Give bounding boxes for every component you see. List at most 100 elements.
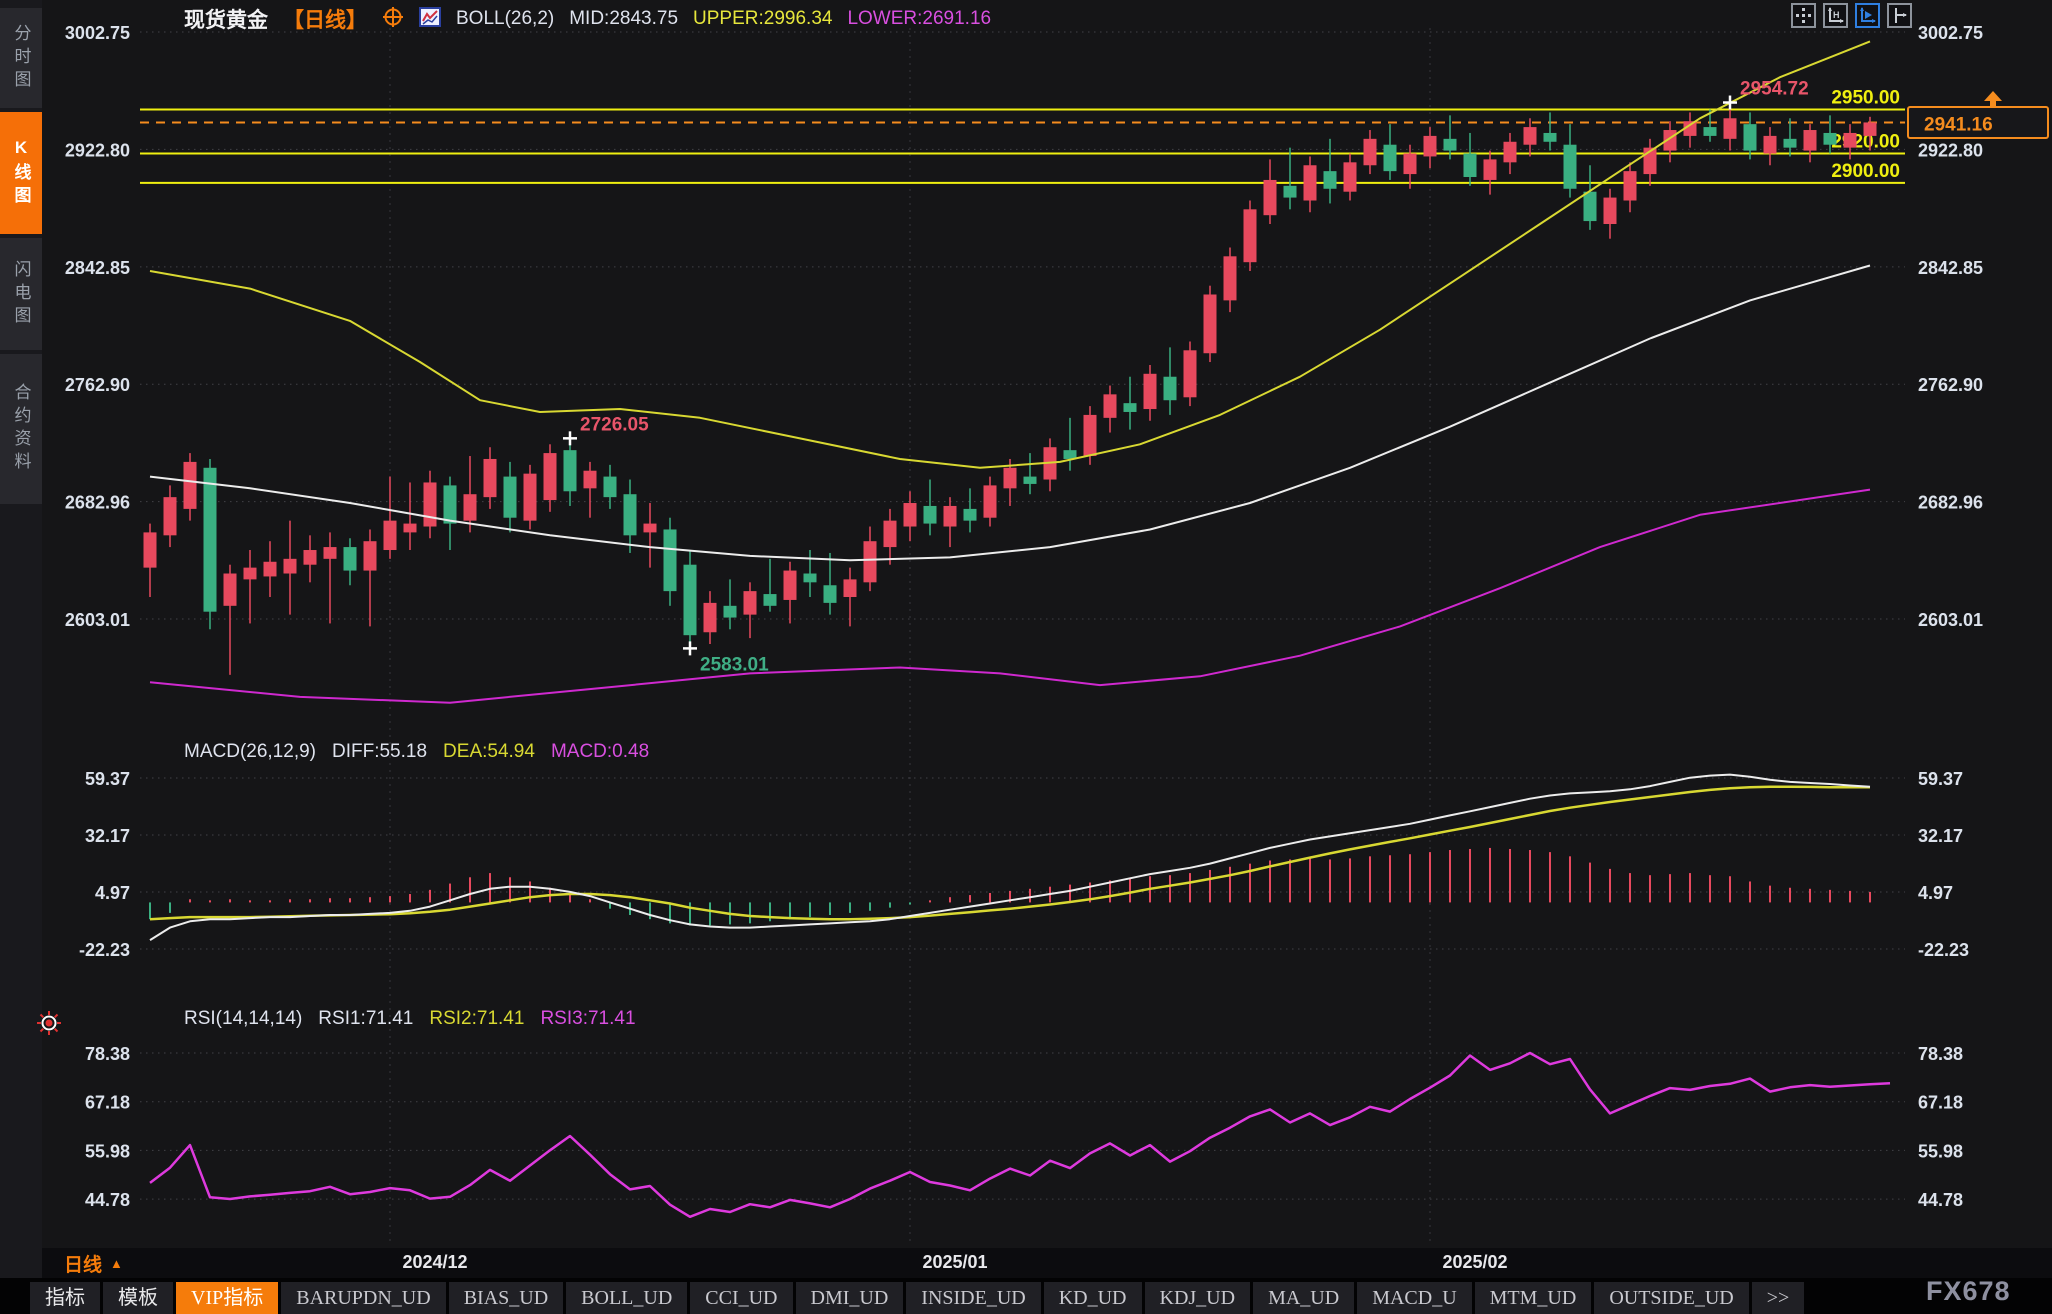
indicator-tab-bar: 指标 模板 VIP指标 BARUPDN_UD BIAS_UD BOLL_UD CCI_UD D… [0,1278,2052,1314]
date-axis-label: 2025/02 [1442,1252,1508,1272]
candles-layer [143,102,1877,675]
candle-body [1563,144,1577,189]
indicator-tab-4[interactable]: BIAS_UD [448,1282,564,1314]
axis-tick-label: 2603.01 [65,610,130,630]
sidebar-item-0[interactable]: 分时图 [0,8,42,108]
indicator-tab-1[interactable]: 模板 [103,1282,173,1314]
rsi1-value: RSI1:71.41 [318,1008,414,1029]
candle-body [1803,130,1817,151]
rsi2-value: RSI2:71.41 [429,1008,525,1029]
indicator-tab-6[interactable]: CCI_UD [690,1282,793,1314]
candle-body [503,476,517,518]
axis-shift-icon[interactable] [1887,3,1912,28]
candle-body [1123,403,1137,412]
candle-body [1743,124,1757,151]
candle-body [883,520,897,548]
candle-body [963,508,977,521]
candle-body [1243,209,1257,263]
axis-tick-label: 59.37 [1918,769,1963,789]
indicator-tab-10[interactable]: KDJ_UD [1144,1282,1251,1314]
indicator-tab-8[interactable]: INSIDE_UD [906,1282,1041,1314]
axis-tick-label: 32.17 [1918,826,1963,846]
date-axis-bar: 日线 ▲ 2024/12 2025/01 2025/02 [42,1248,2052,1278]
candle-body [1363,138,1377,166]
axis-tick-label: 4.97 [95,883,130,903]
candle-body [603,476,617,498]
indicator-tab-13[interactable]: MTM_UD [1474,1282,1592,1314]
date-axis-label: 2025/01 [922,1252,988,1272]
indicator-tab-2[interactable]: VIP指标 [176,1282,279,1314]
candle-body [1423,135,1437,157]
axis-tick-label: 2603.01 [1918,610,1983,630]
indicator-tab-15[interactable]: >> [1751,1282,1805,1314]
candle-body [1863,122,1877,136]
extreme-price-label: 2583.01 [700,654,769,675]
candle-body [1443,138,1457,151]
candle-body [183,461,197,509]
indicator-tab-0[interactable]: 指标 [30,1282,100,1314]
candle-body [1403,153,1417,175]
candle-body [663,529,677,592]
rsi3-value: RSI3:71.41 [540,1008,636,1029]
indicator-tab-11[interactable]: MA_UD [1253,1282,1355,1314]
bollinger-line [149,264,1871,562]
indicator-tab-12[interactable]: MACD_U [1357,1282,1472,1314]
mini-chart-icon[interactable] [419,6,441,33]
extreme-price-label: 2954.72 [1740,79,1809,100]
axis-tick-label: 2842.85 [65,258,130,278]
symbol-title: 现货黄金 [184,9,268,32]
period-selector-label: 日线 [64,1255,103,1276]
indicator-tab-9[interactable]: KD_UD [1043,1282,1142,1314]
target-circle-icon[interactable] [382,6,404,33]
candle-body [403,523,417,533]
candle-body [1523,127,1537,145]
axis-play-icon[interactable] [1855,3,1880,28]
macd-diff-line [149,773,1871,941]
indicator-tab-14[interactable]: OUTSIDE_UD [1594,1282,1749,1314]
candle-body [643,523,657,533]
macd-dea-value: DEA:54.94 [443,741,535,762]
candle-body [443,485,457,524]
sidebar-item-3[interactable]: 合约资料 [0,354,42,504]
candle-body [1103,394,1117,418]
candle-body [1623,171,1637,201]
gridlines-layer [140,28,1905,1245]
current-price-value: 2941.16 [1924,114,1993,135]
rsi-pane [149,1051,1891,1219]
candle-body [363,541,377,571]
candle-body [803,573,817,583]
candle-body [1083,414,1097,457]
axis-tick-label: -22.23 [79,940,130,960]
axis-tick-label: 55.98 [1918,1141,1963,1161]
axis-height-icon[interactable]: H [1823,3,1848,28]
candle-body [623,494,637,536]
axis-tick-label: 4.97 [1918,883,1953,903]
boll-lower-value: LOWER:2691.16 [847,8,992,29]
candle-body [1683,121,1697,136]
candle-body [1323,171,1337,189]
date-axis-label: 2024/12 [402,1252,468,1272]
pan-icon[interactable] [1791,3,1816,28]
rsi-pane-header: RSI(14,14,14) RSI1:71.41 RSI2:71.41 RSI3… [184,1008,636,1030]
watermark: FX678 [1926,1276,2011,1306]
candle-body [203,467,217,612]
rsi-title: RSI(14,14,14) [184,1008,303,1029]
boll-mid-value: MID:2843.75 [569,8,679,29]
candle-body [483,458,497,498]
candle-body [1723,118,1737,139]
svg-text:H: H [1833,10,1840,20]
candle-body [703,602,717,633]
sidebar: 分时图 K线图 闪电图 合约资料 [0,0,42,1314]
candle-body [1163,376,1177,401]
boll-upper-value: UPPER:2996.34 [693,8,833,29]
indicator-tab-5[interactable]: BOLL_UD [566,1282,688,1314]
axis-tick-label: 44.78 [1918,1190,1963,1210]
candle-body [1603,197,1617,225]
sidebar-item-1[interactable]: K线图 [0,112,42,234]
sidebar-item-2[interactable]: 闪电图 [0,238,42,350]
red-dot-burst-icon[interactable] [36,1010,62,1041]
indicator-tab-7[interactable]: DMI_UD [795,1282,904,1314]
period-selector[interactable]: 日线 ▲ [64,1250,123,1277]
indicator-tab-3[interactable]: BARUPDN_UD [281,1282,446,1314]
